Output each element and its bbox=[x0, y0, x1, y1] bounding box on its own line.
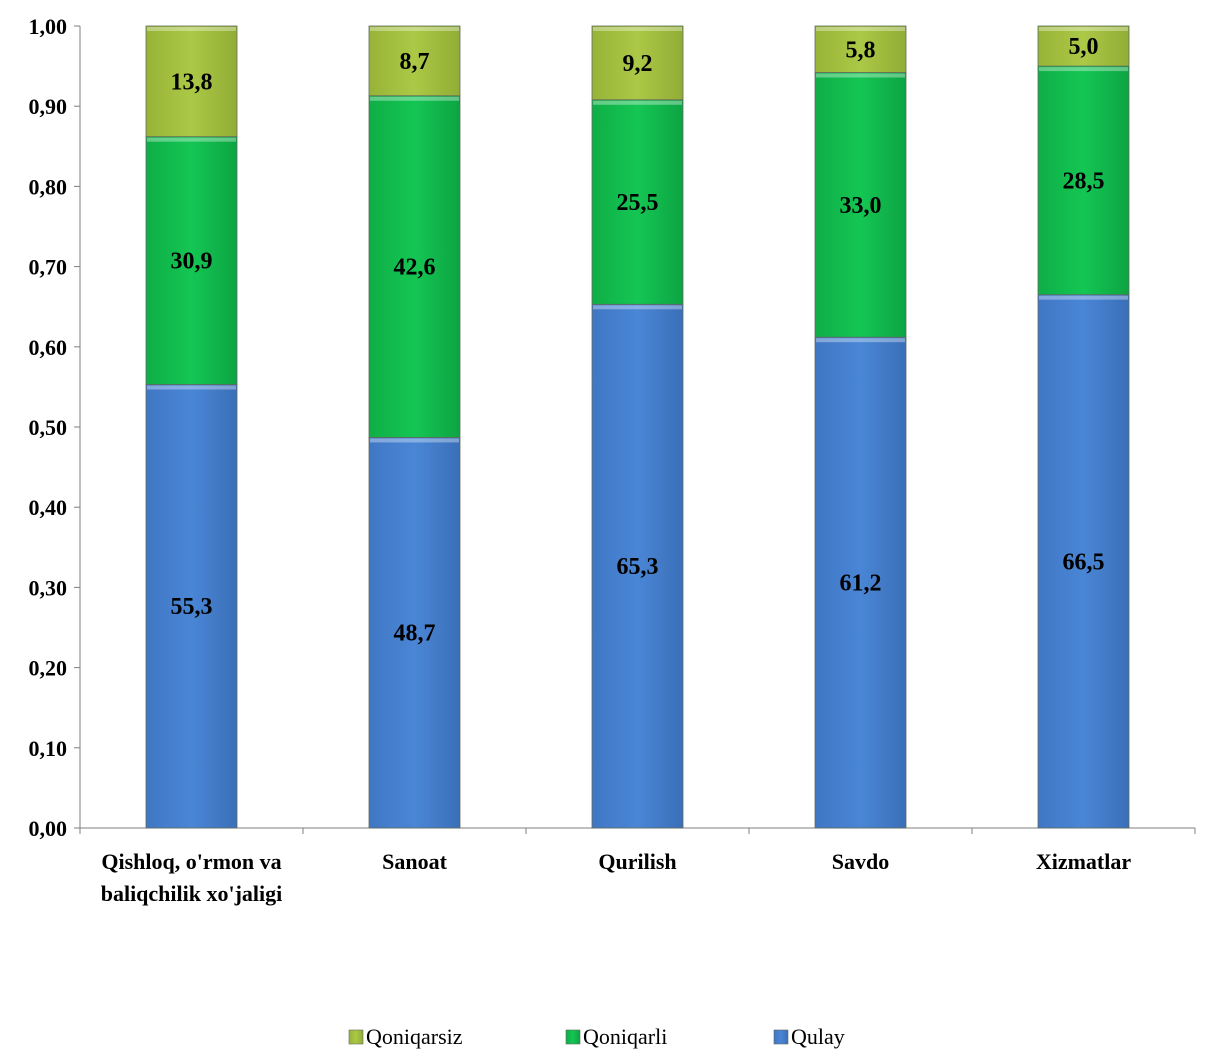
y-tick-label: 0,10 bbox=[29, 736, 68, 761]
bar-segment bbox=[145, 384, 238, 829]
bar-segment bbox=[368, 95, 461, 438]
axes: 0,00 0,10 0,20 0,30 0,40 0,50 0,60 0,70 0,80 0,90… bbox=[29, 14, 1196, 906]
bar-segment-highlight bbox=[816, 27, 905, 31]
bar-segment-highlight bbox=[816, 73, 905, 78]
data-label: 66,5 bbox=[1063, 549, 1105, 575]
y-tick-label: 1,00 bbox=[29, 14, 68, 39]
bar-segment-highlight bbox=[147, 385, 236, 390]
bar-segment-highlight bbox=[593, 100, 682, 105]
x-category-label: Qishloq, o'rmon va bbox=[101, 849, 281, 874]
data-label: 13,8 bbox=[171, 69, 213, 95]
y-tick-label: 0,20 bbox=[29, 656, 68, 681]
data-label: 8,7 bbox=[400, 49, 430, 75]
data-label: 33,0 bbox=[840, 193, 882, 219]
bar-segment bbox=[814, 72, 907, 338]
bar-segment-highlight bbox=[1039, 67, 1128, 72]
bar-segment-highlight bbox=[370, 96, 459, 101]
y-tick-label: 0,50 bbox=[29, 415, 68, 440]
x-category-label: Qurilish bbox=[598, 849, 676, 874]
bar-segment bbox=[1037, 25, 1130, 67]
bar-segment bbox=[145, 25, 238, 138]
bar-segment-highlight bbox=[593, 305, 682, 310]
y-tick-label: 0,70 bbox=[29, 255, 68, 280]
bar-segment bbox=[591, 303, 684, 829]
bar-segment bbox=[368, 437, 461, 829]
bar-segment bbox=[145, 136, 238, 385]
legend-label: Qoniqarli bbox=[583, 1024, 667, 1049]
data-label: 9,2 bbox=[623, 51, 653, 77]
legend: Qoniqarsiz Qoniqarli Qulay bbox=[348, 1024, 845, 1049]
legend-label: Qulay bbox=[791, 1024, 845, 1049]
data-label: 61,2 bbox=[840, 571, 882, 597]
bar-segment bbox=[591, 99, 684, 305]
bar-segment-highlight bbox=[147, 137, 236, 142]
bars bbox=[145, 25, 1130, 829]
legend-label: Qoniqarsiz bbox=[366, 1024, 463, 1049]
y-tick-label: 0,40 bbox=[29, 495, 68, 520]
y-tick-label: 0,80 bbox=[29, 174, 68, 199]
data-label: 25,5 bbox=[617, 190, 659, 216]
bar-segment bbox=[368, 25, 461, 97]
bar-segment-highlight bbox=[593, 27, 682, 31]
y-tick-label: 0,00 bbox=[29, 816, 68, 841]
y-tick-label: 0,90 bbox=[29, 94, 68, 119]
legend-swatch bbox=[348, 1029, 364, 1045]
bar-segment-highlight bbox=[370, 27, 459, 31]
bar-segment-highlight bbox=[1039, 27, 1128, 31]
bar-segment bbox=[1037, 65, 1130, 296]
data-label: 42,6 bbox=[394, 255, 436, 281]
y-tick-label: 0,60 bbox=[29, 335, 68, 360]
y-tick-label: 0,30 bbox=[29, 575, 68, 600]
x-category-label: baliqchilik xo'jaligi bbox=[101, 881, 283, 906]
x-category-label: Xizmatlar bbox=[1036, 849, 1132, 874]
data-label: 30,9 bbox=[171, 249, 213, 275]
bar-segment-highlight bbox=[1039, 295, 1128, 300]
data-label: 5,8 bbox=[846, 37, 876, 63]
bar-segment-highlight bbox=[370, 438, 459, 443]
legend-swatch bbox=[773, 1029, 789, 1045]
data-label: 55,3 bbox=[171, 594, 213, 620]
data-label: 65,3 bbox=[617, 554, 659, 580]
bar-segment bbox=[814, 336, 907, 829]
bar-segment bbox=[1037, 294, 1130, 829]
data-label: 5,0 bbox=[1069, 34, 1099, 60]
bar-segment-highlight bbox=[147, 27, 236, 31]
bar-segment bbox=[591, 25, 684, 101]
legend-swatch bbox=[565, 1029, 581, 1045]
data-label: 48,7 bbox=[394, 621, 436, 647]
x-category-label: Savdo bbox=[832, 849, 889, 874]
data-labels: 55,3 30,9 13,8 48,7 42,6 8,7 65,3 25,5 9,2 61,2 33… bbox=[171, 34, 1105, 647]
x-category-label: Sanoat bbox=[382, 849, 447, 874]
bar-segment-highlight bbox=[816, 338, 905, 343]
bar-segment bbox=[814, 25, 907, 73]
data-label: 28,5 bbox=[1063, 168, 1105, 194]
